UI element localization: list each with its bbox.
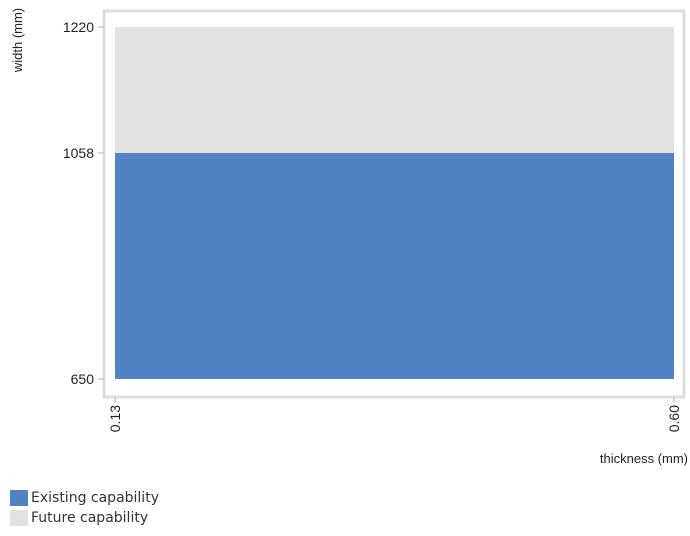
y-axis-ticks: 650 1058 1220 — [63, 19, 104, 387]
legend: Existing capability Future capability — [10, 488, 159, 528]
legend-item-existing: Existing capability — [10, 488, 159, 508]
y-tick-label-2: 1220 — [63, 19, 94, 35]
series-group — [115, 27, 674, 379]
legend-swatch-future — [10, 510, 28, 526]
legend-label-existing: Existing capability — [31, 490, 159, 506]
series-area-1 — [115, 27, 674, 153]
series-area-0 — [115, 153, 674, 379]
x-axis-ticks: 0.13 0.60 — [107, 397, 682, 432]
x-tick-label-0: 0.13 — [107, 405, 123, 432]
legend-item-future: Future capability — [10, 508, 159, 528]
y-axis-label: width (mm) — [10, 8, 25, 73]
y-tick-label-1: 1058 — [63, 145, 94, 161]
legend-label-future: Future capability — [31, 510, 149, 526]
x-tick-label-1: 0.60 — [666, 405, 682, 432]
legend-swatch-existing — [10, 490, 28, 506]
x-axis-label: thickness (mm) — [600, 451, 688, 466]
y-tick-label-0: 650 — [71, 371, 95, 387]
